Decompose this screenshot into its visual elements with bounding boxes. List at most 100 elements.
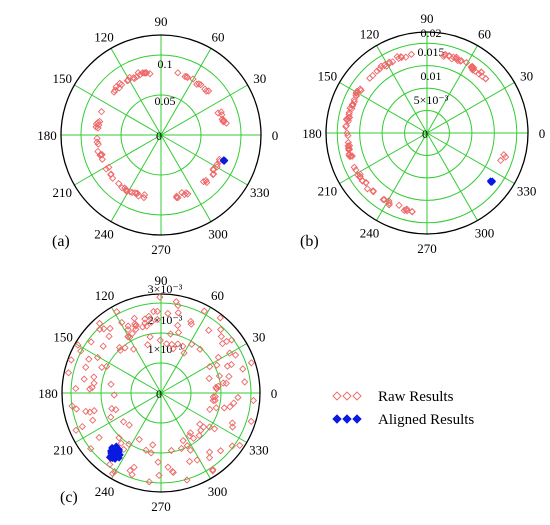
radial-tick-label: 0.05 — [155, 94, 176, 108]
panel-label: (a) — [52, 233, 70, 250]
raw-result-point — [89, 416, 97, 424]
raw-result-point — [125, 421, 133, 429]
angle-tick-label: 120 — [360, 26, 380, 41]
raw-result-point — [347, 152, 355, 160]
raw-result-point — [112, 83, 120, 91]
legend-aligned-diamond — [342, 414, 352, 424]
angle-tick-label: 300 — [475, 226, 495, 241]
raw-result-point — [94, 147, 102, 156]
raw-result-point — [230, 399, 238, 407]
raw-result-point — [80, 375, 88, 383]
raw-result-point — [217, 325, 225, 334]
raw-result-point — [141, 69, 149, 77]
raw-result-point — [72, 384, 80, 393]
angle-tick-label: 330 — [517, 184, 537, 199]
raw-result-point — [133, 189, 142, 197]
raw-result-point — [95, 121, 103, 129]
raw-result-point — [352, 89, 360, 97]
raw-result-point — [369, 71, 377, 80]
angular-grid-spoke — [426, 132, 478, 221]
raw-result-point — [77, 347, 85, 355]
radial-tick-label: 2×10⁻³ — [148, 313, 183, 327]
angle-tick-label: 30 — [520, 69, 533, 84]
polar-panel-a: 0 30 60 90 120 150 180 210 240 270 300 330 0 0.05 0.1 (… — [37, 14, 278, 257]
raw-result-point — [90, 407, 98, 415]
raw-result-point — [218, 339, 227, 348]
raw-result-point — [239, 365, 247, 373]
raw-result-point — [134, 192, 142, 200]
raw-result-point — [247, 417, 255, 426]
raw-result-point — [220, 118, 228, 126]
raw-result-point — [156, 336, 164, 344]
raw-result-point — [228, 419, 236, 427]
raw-result-point — [204, 87, 213, 95]
panel-label: (c) — [60, 489, 78, 506]
raw-result-point — [199, 423, 208, 431]
raw-result-point — [441, 50, 450, 59]
raw-result-point — [362, 178, 370, 187]
raw-result-point — [126, 188, 134, 196]
angle-tick-label: 330 — [249, 443, 269, 458]
raw-result-point — [209, 467, 217, 475]
angle-tick-label: 120 — [94, 29, 114, 44]
raw-result-point — [214, 382, 222, 390]
raw-result-point — [94, 140, 102, 148]
raw-result-point — [174, 309, 182, 317]
raw-result-point — [481, 75, 490, 83]
raw-result-point — [227, 360, 235, 369]
raw-result-point — [110, 391, 118, 399]
raw-result-point — [125, 440, 133, 448]
raw-result-point — [117, 439, 125, 447]
raw-result-point — [345, 108, 353, 117]
raw-result-point — [183, 442, 191, 450]
raw-result-point — [116, 79, 124, 88]
raw-result-point — [357, 86, 365, 95]
raw-result-point — [118, 184, 126, 192]
legend-aligned-diamond — [352, 414, 362, 424]
raw-result-point — [172, 193, 181, 202]
angle-tick-label: 30 — [252, 330, 265, 345]
raw-result-point — [174, 69, 182, 77]
raw-result-point — [87, 338, 95, 346]
raw-result-point — [67, 356, 75, 364]
polar-panel-c: 0 30 60 90 120 150 180 210 240 270 300 330 0 1×10⁻³ 2×… — [38, 273, 277, 514]
raw-result-point — [402, 206, 410, 214]
raw-result-point — [98, 150, 106, 159]
raw-result-point — [107, 380, 115, 388]
raw-result-point — [102, 362, 111, 371]
raw-result-point — [90, 373, 98, 381]
raw-result-point — [155, 471, 163, 480]
raw-result-point — [106, 460, 114, 469]
raw-result-point — [205, 454, 214, 462]
angular-grid-spoke — [160, 392, 211, 479]
angle-tick-label: 150 — [53, 71, 73, 86]
raw-result-point — [200, 307, 208, 315]
raw-result-point — [105, 332, 113, 340]
raw-result-point — [212, 404, 220, 412]
raw-result-point — [215, 155, 224, 164]
angle-tick-label: 240 — [360, 226, 380, 241]
angular-grid-spoke — [426, 132, 515, 184]
raw-result-point — [452, 53, 461, 61]
raw-result-point — [187, 317, 195, 326]
raw-result-point — [106, 324, 114, 333]
aligned-results-series — [219, 156, 229, 165]
raw-result-point — [216, 447, 225, 455]
raw-result-point — [97, 107, 106, 116]
radial-tick-label: 0 — [156, 129, 162, 143]
radial-tick-label: 0.02 — [421, 26, 442, 40]
raw-result-point — [100, 325, 108, 333]
raw-result-point — [93, 138, 101, 146]
raw-result-point — [356, 170, 364, 178]
raw-result-point — [199, 177, 208, 186]
raw-result-point — [408, 208, 416, 216]
angular-grid-spoke — [74, 84, 162, 136]
raw-result-point — [132, 322, 140, 330]
raw-result-point — [85, 355, 93, 363]
raw-result-point — [180, 190, 189, 199]
raw-result-point — [164, 463, 172, 471]
raw-result-point — [68, 402, 76, 410]
aligned-result-point — [487, 178, 495, 186]
raw-result-point — [227, 336, 236, 344]
raw-result-point — [115, 179, 123, 188]
